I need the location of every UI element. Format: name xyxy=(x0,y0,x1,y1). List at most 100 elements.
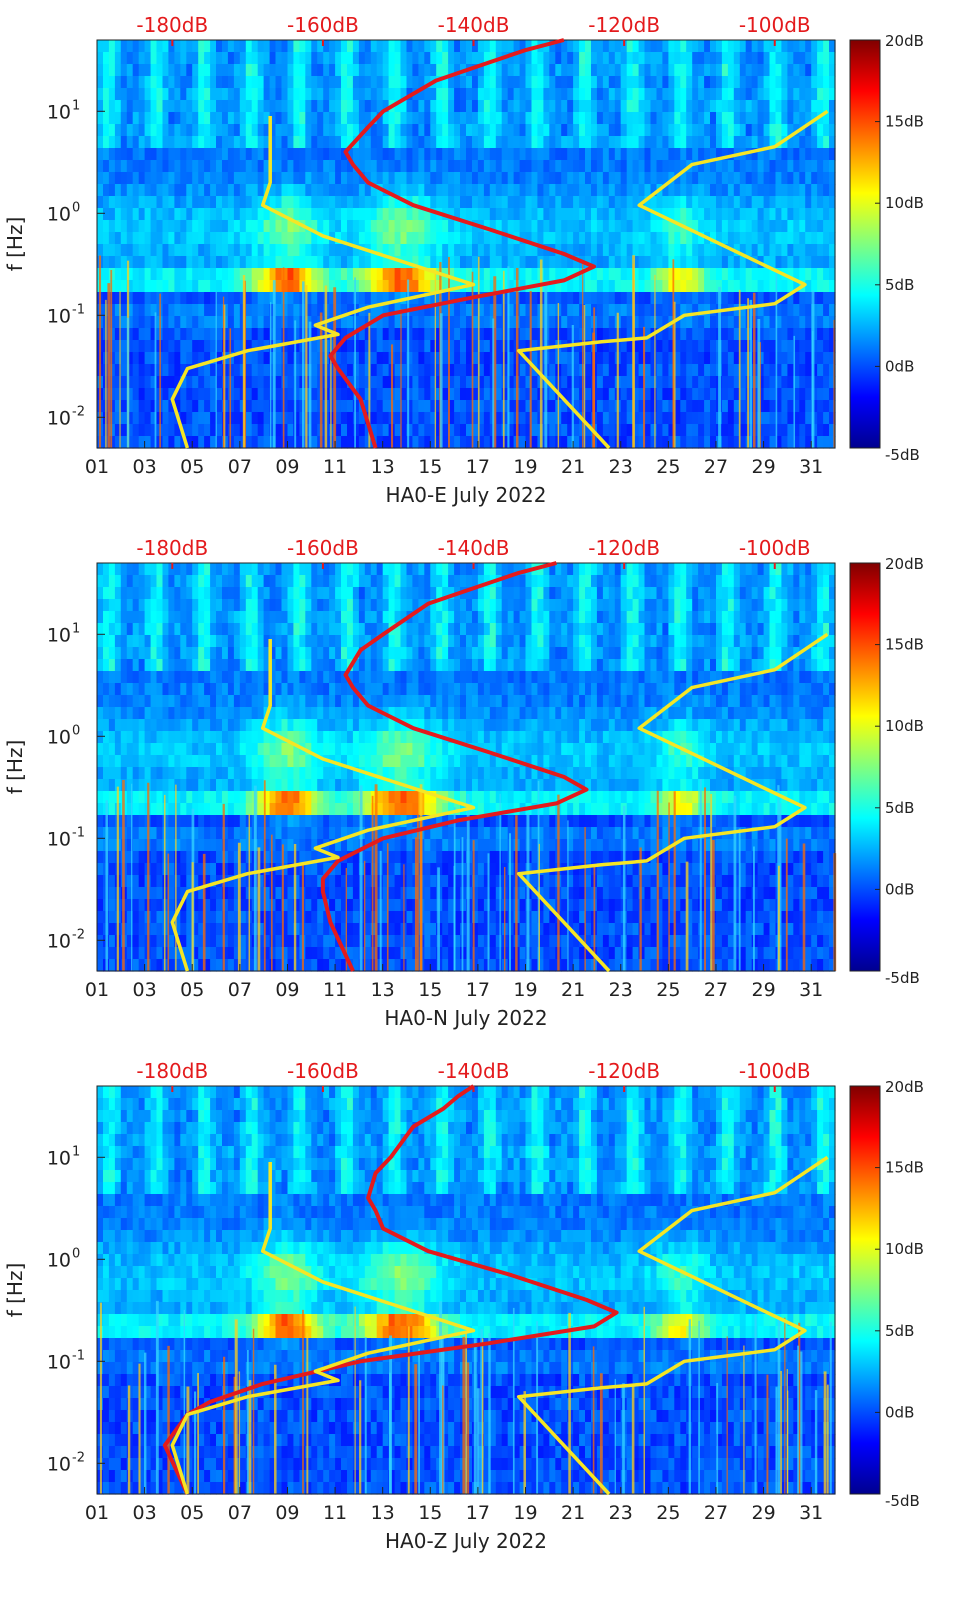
heatmap-cell xyxy=(608,364,616,377)
heatmap-cell xyxy=(567,563,574,576)
heatmap-cell xyxy=(210,256,217,269)
heatmap-cell xyxy=(293,340,300,353)
heatmap-cell xyxy=(620,424,628,437)
heatmap-cell xyxy=(763,244,771,257)
heatmap-cell xyxy=(216,64,223,77)
heatmap-cell xyxy=(561,599,568,612)
heatmap-cell xyxy=(347,611,354,624)
heatmap-cell xyxy=(341,352,348,365)
heatmap-cell xyxy=(638,208,646,221)
heatmap-cell xyxy=(400,587,408,600)
heatmap-cell xyxy=(311,172,318,185)
heatmap-cell xyxy=(495,280,503,293)
heatmap-cell xyxy=(781,388,788,401)
heatmap-cell xyxy=(739,124,747,137)
heatmap-cell xyxy=(549,124,556,137)
heatmap-cell xyxy=(275,563,283,576)
heatmap-cell xyxy=(781,328,788,341)
heatmap-cell xyxy=(727,611,735,624)
x-tick-label: 29 xyxy=(751,456,775,478)
heatmap-cell xyxy=(114,563,122,576)
heatmap-cell xyxy=(781,88,788,101)
heatmap-cell xyxy=(138,376,146,389)
heatmap-cell xyxy=(442,364,449,377)
y-tick-exponent: 0 xyxy=(72,200,80,215)
heatmap-cell xyxy=(317,76,324,89)
heatmap-cell xyxy=(763,52,771,65)
heatmap-cell xyxy=(394,256,402,269)
heatmap-cell xyxy=(775,575,783,588)
heatmap-cell xyxy=(477,424,485,437)
heatmap-cell xyxy=(287,304,295,317)
heatmap-cell xyxy=(710,196,717,209)
heatmap-cell xyxy=(721,563,729,576)
heatmap-cell xyxy=(150,292,158,305)
heatmap-cell xyxy=(495,64,503,77)
heatmap-cell xyxy=(168,244,175,257)
heatmap-cell xyxy=(567,160,574,173)
heatmap-cell xyxy=(275,40,283,53)
heatmap-cell xyxy=(549,40,556,53)
heatmap-cell xyxy=(388,208,396,221)
heatmap-cell xyxy=(525,316,533,329)
heatmap-cell xyxy=(620,376,628,389)
heatmap-cell xyxy=(745,292,753,305)
heatmap-cell xyxy=(192,208,199,221)
heatmap-cell xyxy=(269,563,277,576)
heatmap-cell xyxy=(698,424,705,437)
heatmap-cell xyxy=(650,364,658,377)
heatmap-cell xyxy=(245,64,253,77)
heatmap-cell xyxy=(245,160,253,173)
heatmap-cell xyxy=(162,208,170,221)
heatmap-cell xyxy=(120,388,128,401)
heatmap-cell xyxy=(305,40,312,53)
heatmap-cell xyxy=(103,52,110,65)
heatmap-cell xyxy=(436,184,443,197)
heatmap-cell xyxy=(442,412,449,425)
heatmap-cell xyxy=(721,412,729,425)
heatmap-cell xyxy=(263,244,271,257)
heatmap-cell xyxy=(733,388,741,401)
heatmap-cell xyxy=(352,220,360,233)
heatmap-cell xyxy=(763,340,771,353)
heatmap-cell xyxy=(394,268,402,281)
heatmap-cell xyxy=(114,268,122,281)
heatmap-cell xyxy=(174,52,181,65)
heatmap-cell xyxy=(335,184,342,197)
heatmap-cell xyxy=(638,184,646,197)
heatmap-cell xyxy=(525,292,533,305)
heatmap-cell xyxy=(686,208,693,221)
heatmap-cell xyxy=(358,316,366,329)
y-axis-label: f [Hz] xyxy=(3,217,27,272)
heatmap-cell xyxy=(305,100,312,113)
heatmap-cell xyxy=(400,280,408,293)
heatmap-cell xyxy=(626,563,634,576)
heatmap-cell xyxy=(805,88,812,101)
heatmap-cell xyxy=(829,611,836,624)
heatmap-cell xyxy=(632,64,640,77)
heatmap-cell xyxy=(394,599,402,612)
heatmap-cell xyxy=(525,40,533,53)
heatmap-cell xyxy=(436,148,443,161)
heatmap-cell xyxy=(341,376,348,389)
heatmap-cell xyxy=(686,611,693,624)
heatmap-cell xyxy=(323,64,330,77)
heatmap-cell xyxy=(698,436,705,449)
heatmap-cell xyxy=(620,328,628,341)
heatmap-cell xyxy=(358,575,366,588)
heatmap-cell xyxy=(829,208,836,221)
heatmap-cell xyxy=(579,160,586,173)
heatmap-cell xyxy=(347,316,354,329)
heatmap-cell xyxy=(347,256,354,269)
heatmap-cell xyxy=(287,587,295,600)
heatmap-cell xyxy=(751,88,759,101)
heatmap-cell xyxy=(269,196,277,209)
heatmap-cell xyxy=(233,124,241,137)
heatmap-cell xyxy=(448,587,455,600)
heatmap-cell xyxy=(567,52,574,65)
heatmap-cell xyxy=(745,268,753,281)
heatmap-cell xyxy=(775,364,783,377)
heatmap-cell xyxy=(382,88,390,101)
heatmap-cell xyxy=(483,587,491,600)
heatmap-cell xyxy=(418,52,425,65)
